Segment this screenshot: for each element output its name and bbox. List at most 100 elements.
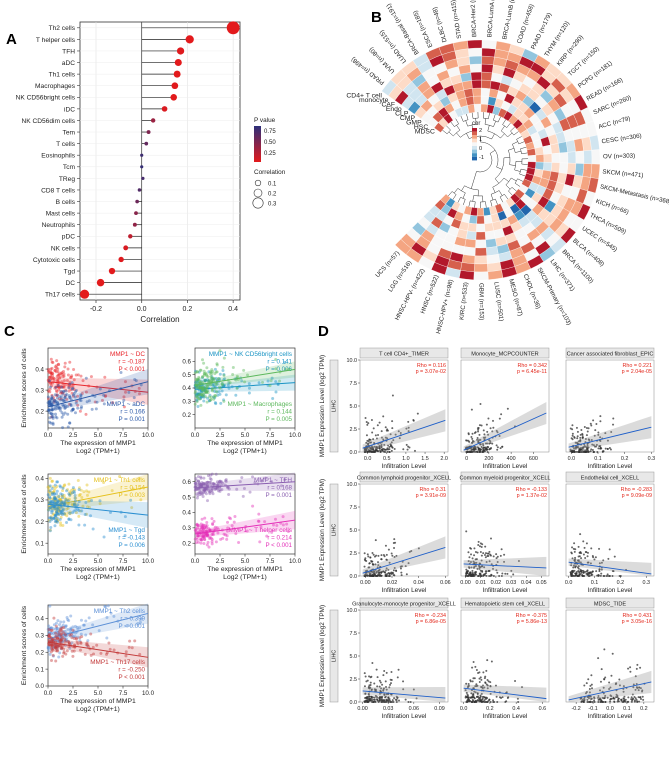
data-point <box>469 680 472 683</box>
data-point <box>49 385 53 389</box>
panel-title: Monocyte_MCPCOUNTER <box>471 352 538 358</box>
cancer-label: CHOL (n=36) <box>522 273 542 310</box>
data-point <box>196 540 200 544</box>
data-point <box>211 533 215 537</box>
data-point <box>55 366 59 370</box>
x-tick-label: 0.04 <box>413 580 424 586</box>
data-point <box>485 570 488 573</box>
data-point <box>60 632 64 636</box>
y-tick-label: 0.2 <box>182 540 191 547</box>
data-point <box>394 569 397 572</box>
x-tick-label: 7.5 <box>119 558 128 565</box>
cancer-label: KICH (n=66) <box>595 198 630 216</box>
data-point <box>417 547 420 550</box>
data-point <box>582 553 585 556</box>
data-point <box>606 448 609 451</box>
x-tick-label: -0.2 <box>90 306 102 313</box>
x-tick-label: 2.5 <box>69 558 78 565</box>
data-point <box>570 437 573 440</box>
data-point <box>197 386 201 390</box>
x-tick-label: 7.5 <box>119 432 128 439</box>
data-point <box>195 370 199 374</box>
data-point <box>50 643 54 647</box>
data-point <box>407 445 410 448</box>
data-point <box>58 644 62 648</box>
data-point <box>215 362 219 366</box>
data-point <box>404 698 407 701</box>
x-tick-label: 7.5 <box>266 558 275 565</box>
data-point <box>50 407 54 411</box>
data-point <box>59 523 63 527</box>
data-point <box>59 620 63 624</box>
dendrogram-branch <box>446 125 451 131</box>
data-point <box>577 569 580 572</box>
data-point <box>196 395 200 399</box>
data-point <box>72 489 76 493</box>
data-point <box>63 625 67 629</box>
data-point <box>98 502 102 506</box>
data-point <box>573 450 576 453</box>
data-point <box>63 399 67 403</box>
data-point <box>198 386 202 390</box>
data-point <box>373 442 376 445</box>
data-point <box>212 395 216 399</box>
data-point <box>46 646 50 650</box>
data-point <box>205 366 209 370</box>
data-point <box>48 402 52 406</box>
plot-frame <box>359 609 449 703</box>
data-point <box>624 700 627 703</box>
data-point <box>485 574 488 577</box>
data-point <box>49 421 53 425</box>
data-point <box>70 511 74 515</box>
data-point <box>55 519 59 523</box>
data-point <box>214 402 218 406</box>
data-point <box>202 523 206 527</box>
data-point <box>618 678 621 681</box>
x-tick-label: 0.09 <box>434 706 445 712</box>
dendrogram-branch <box>466 133 470 139</box>
x-axis-title: Infiltration Level <box>483 463 528 470</box>
data-point <box>486 701 489 703</box>
data-point <box>376 676 379 679</box>
data-point <box>57 405 61 409</box>
data-point <box>196 378 200 382</box>
data-point <box>48 630 52 634</box>
data-point <box>577 440 580 443</box>
data-point <box>214 486 218 490</box>
data-point <box>258 540 262 544</box>
data-point <box>577 545 580 548</box>
regression-line <box>568 561 652 575</box>
data-point <box>478 567 481 570</box>
data-point <box>198 392 202 396</box>
data-point <box>51 407 55 411</box>
data-point <box>48 390 52 394</box>
dendrogram-branch <box>494 178 500 184</box>
heatmap-cell <box>468 47 483 57</box>
data-point <box>93 400 97 404</box>
data-point <box>630 696 633 699</box>
x-tick-label: 7.5 <box>266 432 275 439</box>
data-point <box>72 378 76 382</box>
data-point <box>610 430 613 433</box>
data-point <box>373 572 376 575</box>
data-point <box>473 696 476 699</box>
data-point <box>206 533 210 537</box>
data-point <box>598 568 601 571</box>
data-point <box>54 400 58 404</box>
data-point <box>479 550 482 553</box>
data-point <box>263 520 267 524</box>
data-point <box>198 493 202 497</box>
data-point <box>388 686 391 689</box>
data-point <box>371 446 374 449</box>
data-point <box>200 517 204 521</box>
data-point <box>586 551 589 554</box>
data-point <box>72 502 76 506</box>
cancer-label: BRCA-LumA (n=568) <box>486 0 498 38</box>
data-point <box>393 448 396 451</box>
data-point <box>377 434 380 437</box>
data-point <box>197 524 201 528</box>
data-point <box>223 377 227 381</box>
data-point <box>582 540 585 543</box>
data-point <box>198 385 202 389</box>
data-point <box>364 696 367 699</box>
